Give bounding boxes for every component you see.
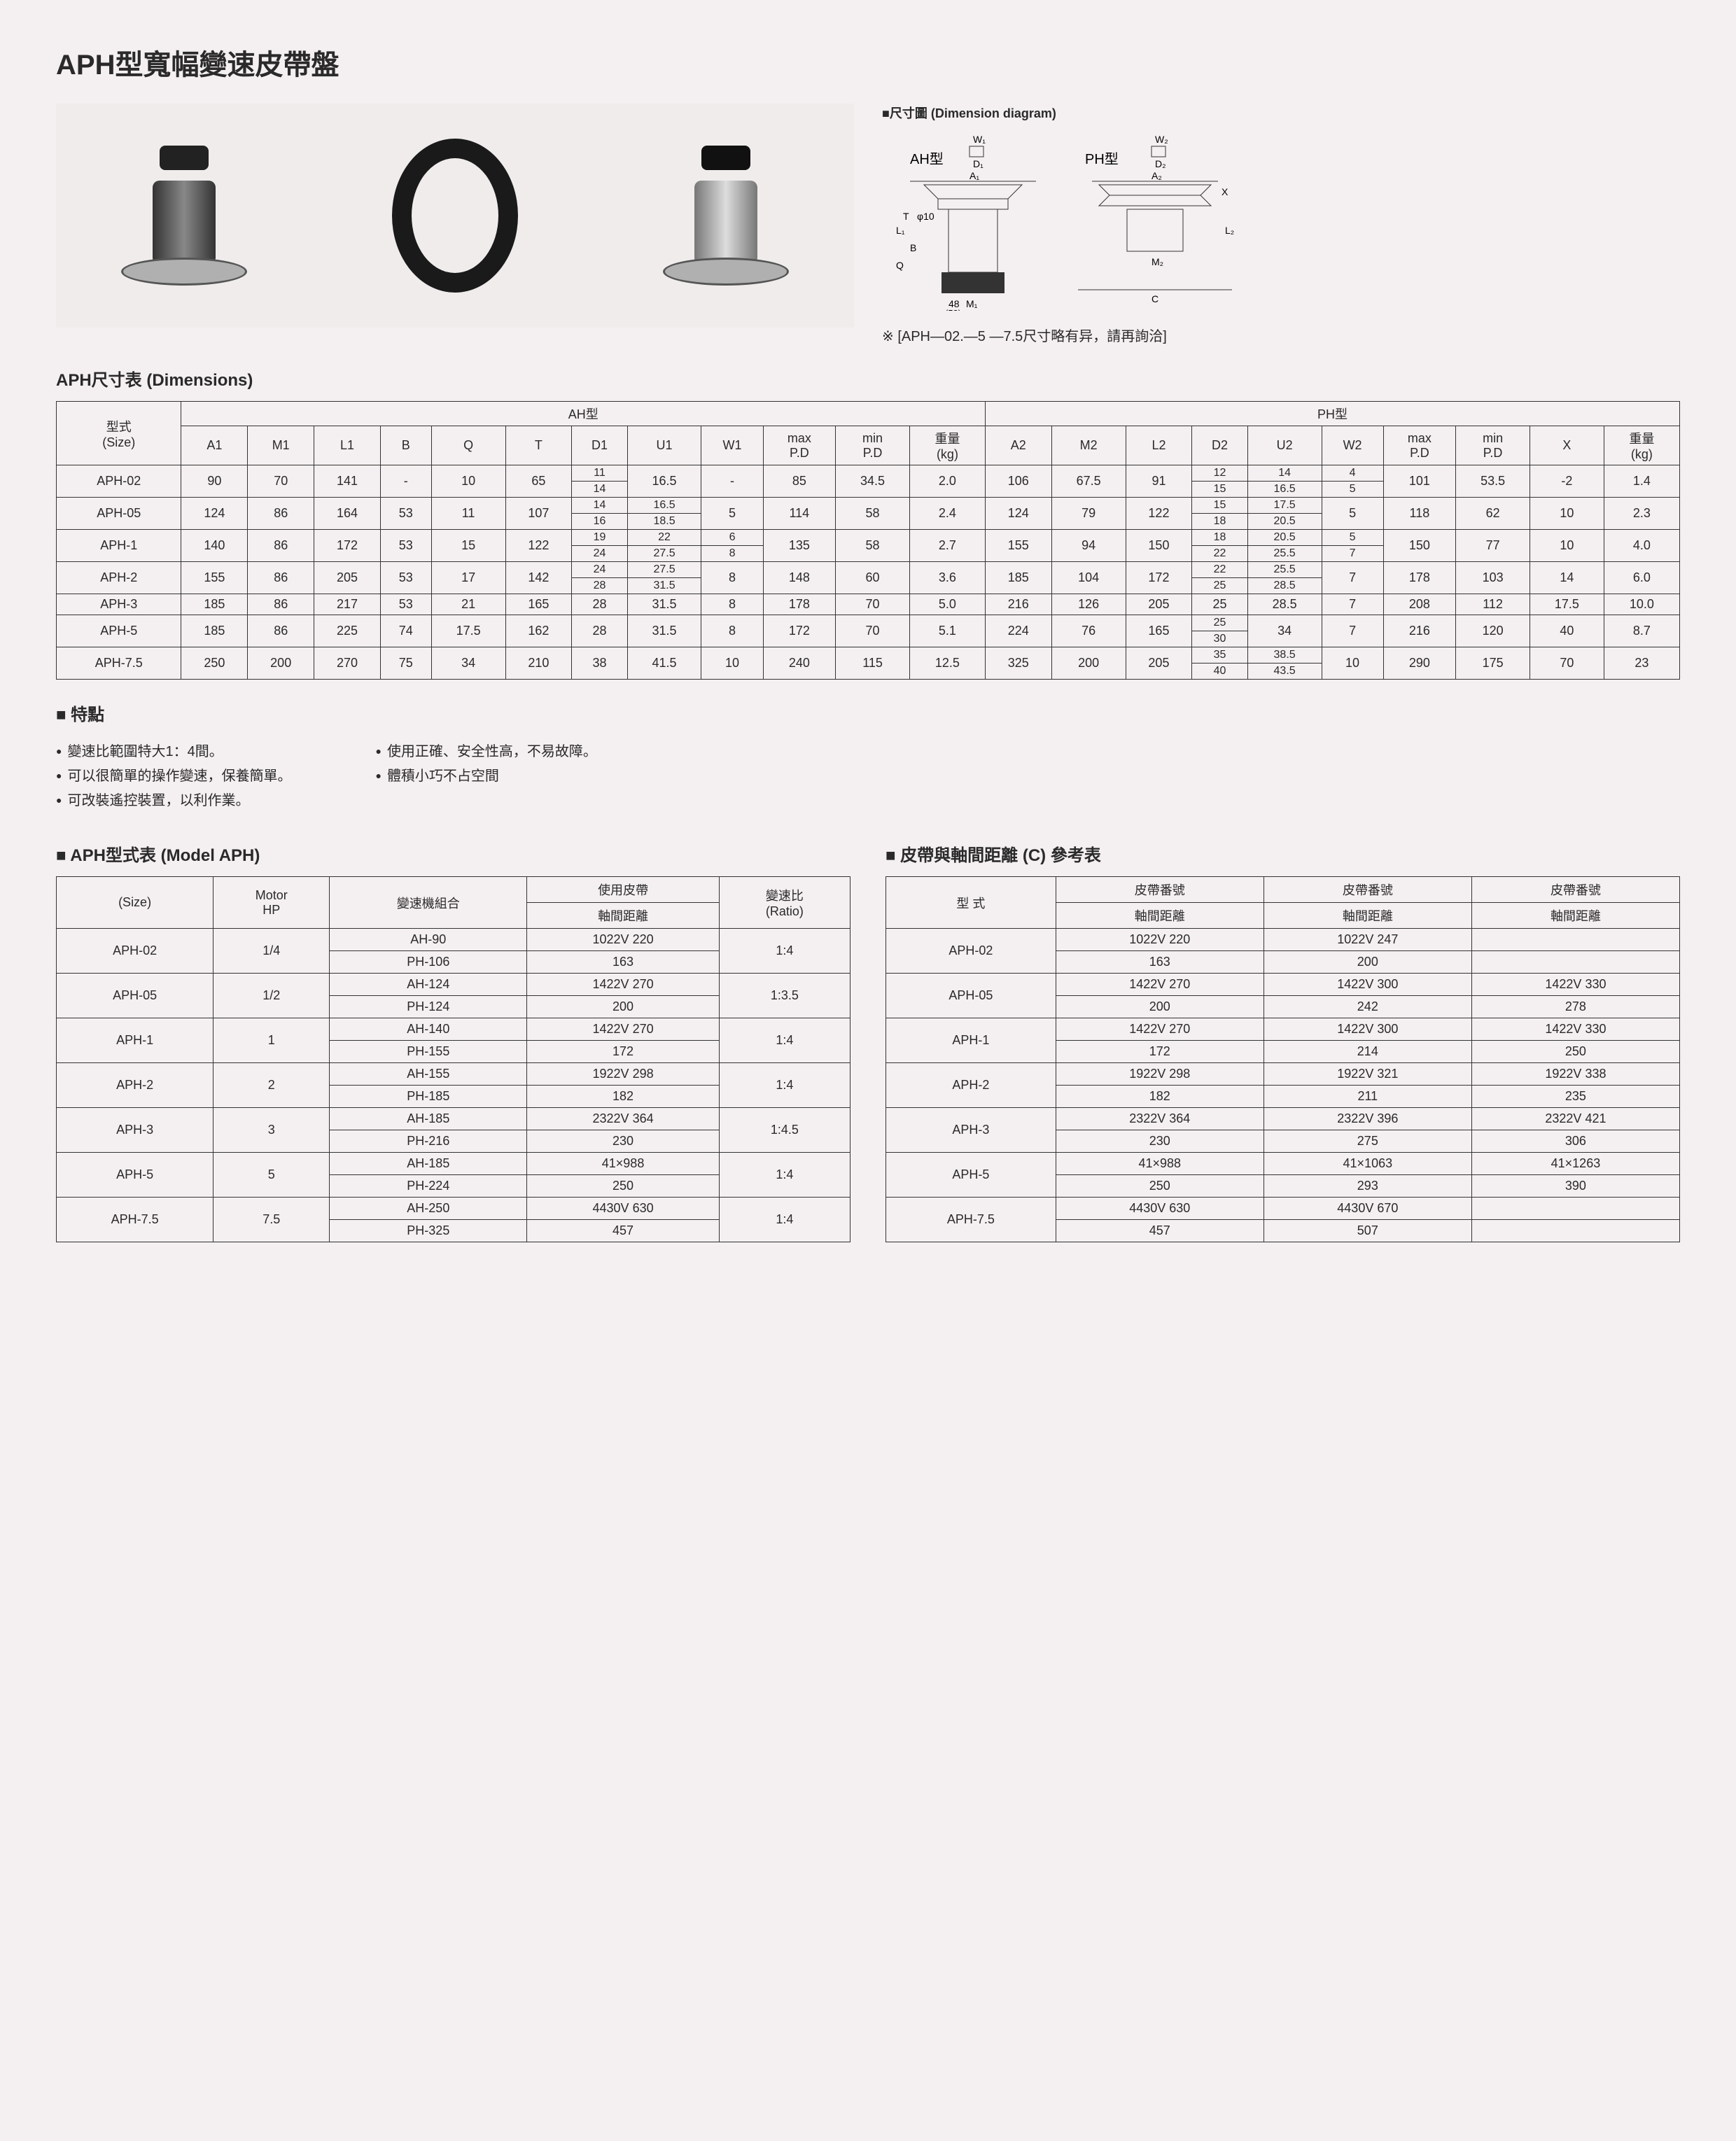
svg-text:W₁: W₁ [973,134,986,145]
product-photo [56,104,854,328]
svg-text:Q: Q [896,260,904,271]
pulley-back-icon [677,146,775,286]
feature-item: 使用正確、安全性高，不易故障。 [375,740,596,760]
feature-item: 體積小巧不占空間 [375,764,596,785]
svg-text:T: T [903,211,909,222]
feature-item: 可改裝遙控裝置，以利作業。 [56,789,291,809]
svg-text:A₁: A₁ [969,170,979,181]
features-title: ■ 特點 [56,701,1680,725]
svg-text:D₂: D₂ [1155,158,1166,169]
svg-text:W₂: W₂ [1155,134,1168,145]
diagram-ah-icon: AH型 W₁ D₁ A₁ φ10 L₁ T B Q M₁ 48 (53) [882,129,1064,311]
svg-text:M₁: M₁ [966,298,978,309]
svg-text:L₂: L₂ [1225,225,1234,236]
svg-text:L₁: L₁ [896,225,905,236]
dimensions-table: 型式 (Size)AH型PH型A1M1L1BQTD1U1W1max P.Dmin… [56,401,1680,680]
svg-text:D₁: D₁ [973,158,983,169]
model-table-title: ■ APH型式表 (Model APH) [56,841,850,866]
page-title: APH型寬幅變速皮帶盤 [56,42,1680,83]
belt-table-title: ■ 皮帶與軸間距離 (C) 參考表 [886,841,1680,866]
svg-text:AH型: AH型 [910,151,944,167]
svg-text:A₂: A₂ [1152,170,1162,181]
svg-text:B: B [910,242,916,253]
dimension-note: ※ [APH—02.—5 —7.5尺寸略有异，請再詢洽] [882,325,1680,345]
svg-text:PH型: PH型 [1085,151,1119,167]
svg-text:M₂: M₂ [1152,256,1163,267]
svg-text:(53): (53) [945,308,961,311]
svg-text:X: X [1222,186,1228,197]
belt-table: 型 式皮帶番號皮帶番號皮帶番號軸間距離軸間距離軸間距離APH-021022V 2… [886,876,1680,1242]
dimension-diagram: ■尺寸圖 (Dimension diagram) AH型 W₁ D₁ A₁ φ1… [882,104,1680,345]
model-table: (Size)Motor HP變速機組合使用皮帶變速比 (Ratio)軸間距離AP… [56,876,850,1242]
svg-text:φ10: φ10 [917,211,934,222]
diagram-title: ■尺寸圖 (Dimension diagram) [882,104,1680,122]
belt-icon [392,139,518,293]
features-block: 變速比範圍特大1：4間。可以很簡單的操作變速，保養簡單。可改裝遙控裝置，以利作業… [56,736,1680,813]
feature-item: 變速比範圍特大1：4間。 [56,740,291,760]
diagram-ph-icon: PH型 W₂ D₂ A₂ X L₂ M₂ C [1078,129,1246,311]
feature-item: 可以很簡單的操作變速，保養簡單。 [56,764,291,785]
pulley-front-icon [135,146,233,286]
svg-text:C: C [1152,293,1158,304]
dim-section-title: APH尺寸表 (Dimensions) [56,366,1680,391]
